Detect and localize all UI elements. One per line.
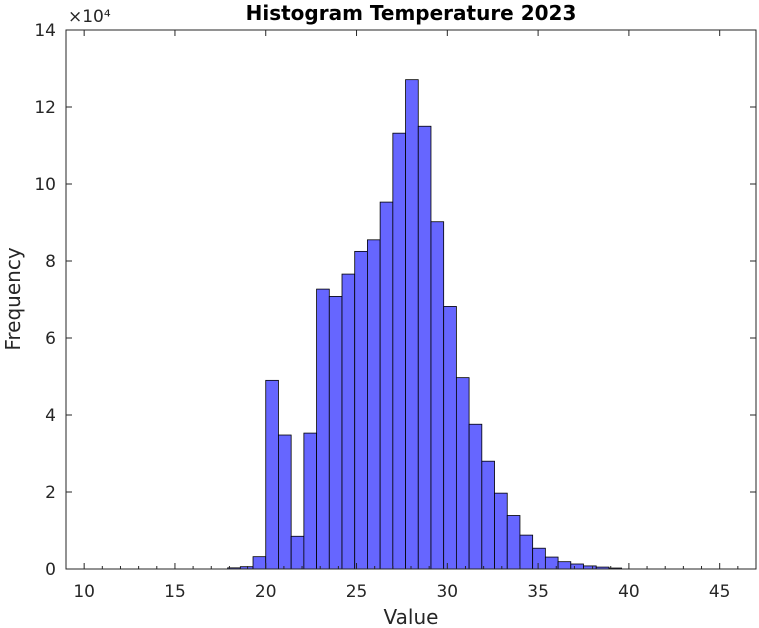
y-tick-label: 8 (45, 252, 56, 272)
histogram-bar (557, 561, 572, 570)
histogram-bar (532, 547, 546, 570)
y-tick-label: 2 (45, 483, 56, 503)
histogram-bar (468, 423, 483, 570)
histogram-bar (328, 296, 343, 570)
histogram-bar (379, 201, 394, 570)
histogram-bar (405, 79, 419, 570)
y-axis-label: Frequency (1, 247, 25, 350)
y-tick-label: 6 (45, 329, 56, 349)
y-tick-label: 12 (34, 98, 56, 118)
x-tick-label: 20 (255, 582, 277, 602)
x-tick-label: 10 (73, 582, 95, 602)
histogram-bar (519, 534, 534, 570)
histogram-bar (417, 125, 432, 570)
histogram-bar (570, 563, 584, 570)
histogram-bar (430, 221, 445, 570)
x-axis-ticks: 10 15 20 25 30 35 40 45 (65, 30, 757, 602)
histogram-bar (265, 379, 279, 570)
y-tick-label: 10 (34, 175, 56, 195)
bars-group (227, 79, 623, 570)
histogram-bar (316, 288, 330, 570)
y-axis-ticks: 0 2 4 6 8 10 12 14 (34, 21, 756, 580)
x-axis-label: Value (384, 605, 439, 628)
histogram-bar (455, 377, 470, 570)
x-tick-label: 40 (618, 582, 640, 602)
y-axis-exponent: ×10⁴ (68, 7, 111, 27)
histogram-bar (278, 434, 292, 570)
x-tick-label: 45 (709, 582, 731, 602)
histogram-bar (494, 492, 508, 570)
histogram-bar (341, 273, 356, 570)
y-tick-label: 0 (45, 560, 56, 580)
histogram-bar (252, 556, 267, 570)
x-tick-label: 15 (164, 582, 186, 602)
y-tick-label: 4 (45, 406, 56, 426)
histogram-bar (392, 132, 406, 570)
histogram-bar (290, 535, 305, 570)
histogram-bar (367, 239, 381, 570)
x-tick-label: 35 (527, 582, 549, 602)
y-tick-label: 14 (34, 21, 56, 41)
chart-title: Histogram Temperature 2023 (246, 1, 577, 25)
histogram-bar (443, 306, 457, 570)
histogram-bar (303, 432, 317, 570)
x-tick-label: 25 (346, 582, 368, 602)
histogram-bar (506, 515, 521, 570)
histogram-bar (354, 250, 368, 570)
histogram-bar (481, 460, 495, 570)
x-tick-label: 30 (436, 582, 458, 602)
